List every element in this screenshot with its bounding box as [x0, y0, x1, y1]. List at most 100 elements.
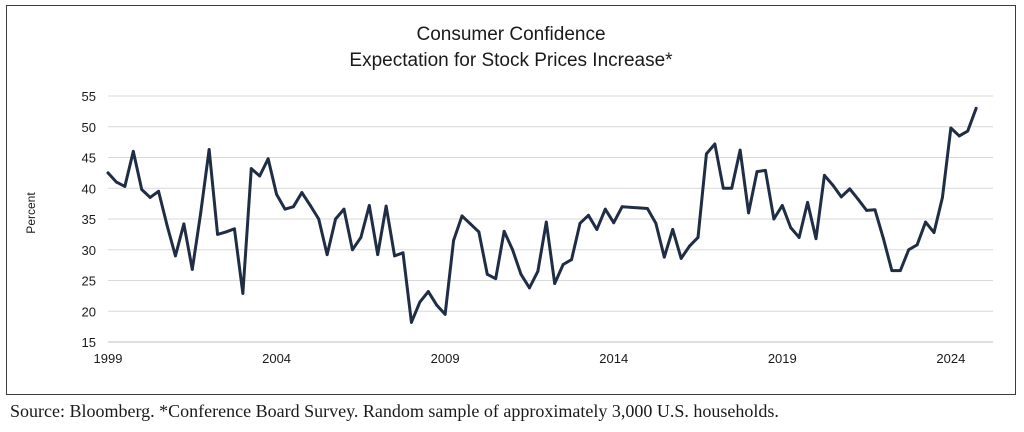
y-tick-label: 20 — [82, 304, 96, 319]
data-point — [469, 222, 472, 226]
data-point — [190, 268, 194, 271]
data-point — [587, 213, 590, 217]
data-point — [317, 217, 321, 221]
data-point — [831, 183, 835, 187]
data-point — [713, 142, 717, 146]
series-layer — [106, 106, 978, 324]
data-point — [721, 186, 725, 190]
data-point — [856, 197, 860, 201]
data-point — [688, 244, 691, 248]
chart-title: Consumer Confidence — [416, 24, 605, 45]
y-axis-label: Percent — [24, 192, 38, 234]
data-point — [266, 157, 270, 161]
data-point — [679, 256, 683, 260]
data-point — [578, 221, 582, 225]
data-point — [949, 126, 953, 130]
data-point — [730, 186, 734, 190]
data-point — [646, 207, 649, 210]
data-point — [738, 148, 742, 152]
data-point — [865, 208, 868, 212]
data-point — [890, 269, 894, 273]
line-chart: Consumer Confidence Expectation for Stoc… — [24, 24, 993, 366]
data-point — [351, 248, 354, 252]
gridlines — [108, 95, 993, 343]
data-point — [764, 169, 767, 172]
data-point — [907, 248, 911, 252]
x-tick-label: 2019 — [768, 351, 797, 366]
series-line-0 — [106, 106, 978, 324]
data-point — [671, 228, 675, 231]
data-point — [131, 149, 135, 153]
data-point — [258, 174, 262, 178]
data-point — [823, 173, 826, 177]
data-point — [612, 221, 616, 225]
data-point — [797, 236, 801, 239]
data-point — [460, 214, 464, 218]
x-tick-label: 2004 — [262, 351, 291, 366]
data-point — [924, 220, 927, 224]
data-point — [848, 187, 852, 191]
data-point — [418, 300, 422, 304]
data-point — [426, 290, 430, 293]
data-point — [443, 312, 447, 316]
data-point — [772, 217, 776, 221]
data-point — [957, 134, 961, 138]
data-point — [325, 253, 329, 257]
data-point — [123, 185, 127, 188]
data-point — [570, 258, 573, 261]
data-point — [915, 243, 919, 247]
data-point — [308, 204, 312, 207]
data-point — [502, 229, 506, 233]
data-point — [283, 207, 287, 211]
y-tick-label: 15 — [82, 335, 96, 350]
data-point — [755, 170, 759, 174]
data-point — [528, 286, 531, 290]
data-point — [376, 253, 380, 257]
data-point — [544, 220, 548, 224]
data-point — [410, 320, 413, 324]
data-point — [511, 248, 514, 252]
data-point — [452, 239, 455, 242]
data-point — [494, 277, 498, 281]
x-tick-label: 1999 — [94, 351, 123, 366]
y-tick-label: 55 — [82, 89, 96, 104]
y-tick-label: 40 — [82, 181, 96, 196]
data-point — [359, 236, 363, 239]
y-tick-label: 35 — [82, 212, 96, 227]
data-point — [629, 205, 632, 209]
data-point — [747, 211, 750, 215]
data-point — [882, 237, 885, 241]
data-point — [174, 254, 177, 258]
data-point — [165, 223, 169, 227]
y-tick-label: 45 — [82, 151, 96, 166]
data-point — [249, 167, 253, 170]
data-point — [603, 207, 607, 211]
data-point — [873, 208, 877, 212]
source-note: Source: Bloomberg. *Conference Board Sur… — [10, 401, 779, 421]
data-point — [199, 211, 203, 215]
data-point — [342, 207, 346, 211]
data-point — [224, 230, 228, 234]
data-point — [662, 255, 666, 259]
data-point — [115, 180, 118, 184]
data-point — [696, 236, 700, 239]
data-point — [140, 188, 144, 191]
data-point — [300, 191, 304, 194]
data-point — [241, 292, 245, 295]
y-tick-label: 30 — [82, 243, 96, 258]
chart-frame: Consumer Confidence Expectation for Stoc… — [6, 5, 1016, 395]
data-point — [941, 196, 944, 199]
data-point — [536, 269, 540, 273]
data-point — [477, 230, 481, 234]
data-point — [561, 263, 565, 266]
data-point — [216, 232, 219, 236]
data-point — [839, 195, 843, 199]
data-point — [157, 189, 160, 193]
data-point — [898, 269, 902, 273]
x-tick-label: 2024 — [936, 351, 965, 366]
data-point — [780, 204, 784, 207]
data-point — [207, 148, 211, 151]
data-point — [553, 282, 557, 285]
data-point — [974, 106, 978, 110]
y-tick-label: 50 — [82, 120, 96, 135]
